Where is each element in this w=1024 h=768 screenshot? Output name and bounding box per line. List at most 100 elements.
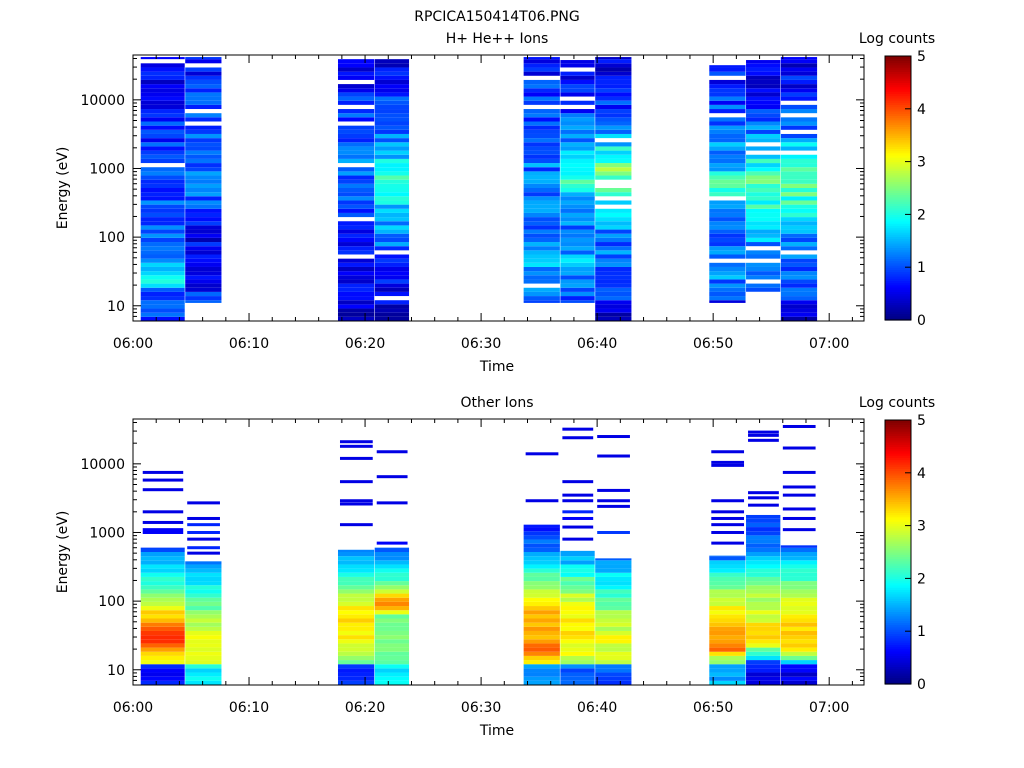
spectrogram-sparse-count: [142, 478, 184, 482]
spectrogram-cell: [140, 283, 185, 288]
colorbar-swatch: [885, 653, 911, 656]
spectrogram-sparse-count: [562, 516, 594, 520]
spectrogram-cell: [780, 639, 818, 644]
spectrogram-cell: [746, 589, 781, 594]
spectrogram-cell: [595, 200, 632, 205]
spectrogram-cell: [560, 672, 595, 677]
spectrogram-cell: [523, 79, 560, 85]
spectrogram-cell: [780, 171, 818, 176]
spectrogram-cell: [337, 192, 375, 197]
colorbar-swatch: [885, 298, 911, 301]
spectrogram-cell: [746, 204, 781, 209]
spectrogram-cell: [337, 96, 375, 101]
spectrogram-cell: [780, 312, 818, 317]
spectrogram-cell: [185, 200, 222, 205]
spectrogram-sparse-count: [562, 427, 594, 431]
spectrogram-cell: [780, 158, 818, 164]
spectrogram-cell: [374, 568, 410, 573]
spectrogram-cell: [595, 581, 632, 586]
spectrogram-cell: [523, 242, 560, 247]
spectrogram-cell: [337, 71, 375, 76]
colorbar-swatch: [885, 69, 911, 72]
spectrogram-cell: [140, 96, 185, 101]
spectrogram-cell: [185, 183, 222, 188]
spectrogram-cell: [595, 258, 632, 263]
spectrogram-cell: [523, 188, 560, 193]
spectrogram-cell: [595, 593, 632, 598]
plot-frame: [132, 418, 865, 686]
x-tick-label: 06:00: [113, 336, 153, 352]
spectrogram-cell: [523, 163, 560, 168]
spectrogram-cell: [780, 121, 818, 126]
spectrogram-cell: [185, 146, 222, 151]
spectrogram-cell: [337, 212, 375, 218]
colorbar-swatch: [885, 569, 911, 573]
spectrogram-cell: [560, 597, 595, 602]
spectrogram-cell: [709, 589, 746, 594]
spectrogram-cell: [746, 196, 781, 201]
spectrogram-cell: [595, 67, 632, 72]
spectrogram-cell: [709, 100, 746, 105]
spectrogram-cell: [140, 129, 185, 134]
spectrogram-cell: [560, 204, 595, 209]
colorbar-swatch: [885, 170, 911, 174]
spectrogram-cell: [595, 576, 632, 582]
spectrogram-cell: [746, 67, 781, 72]
spectrogram-cell: [140, 647, 185, 652]
spectrogram-sparse-count: [711, 450, 745, 454]
spectrogram-cell: [185, 154, 222, 159]
colorbar-swatch: [885, 574, 911, 577]
spectrogram-cell: [709, 664, 746, 669]
spectrogram-cell: [595, 266, 632, 272]
spectrogram-sparse-count: [187, 537, 220, 541]
colorbar-swatch: [885, 543, 911, 546]
spectrogram-cell: [780, 188, 818, 193]
spectrogram-sparse-count: [711, 530, 745, 534]
spectrogram-cell: [780, 304, 818, 309]
spectrogram-cell: [780, 308, 818, 313]
colorbar-swatch: [885, 256, 911, 259]
spectrogram-cell: [595, 233, 632, 238]
spectrogram-sparse-count: [782, 424, 816, 428]
spectrogram-cell: [709, 643, 746, 648]
spectrogram-cell: [374, 564, 410, 569]
spectrogram-cell: [337, 549, 375, 552]
spectrogram-column: [140, 57, 185, 321]
spectrogram-cell: [185, 643, 222, 648]
spectrogram-cell: [746, 250, 781, 255]
spectrogram-cell: [709, 622, 746, 627]
spectrogram-cell: [140, 188, 185, 193]
y-tick-label: 10000: [80, 93, 125, 109]
spectrogram-cell: [746, 606, 781, 611]
spectrogram-cell: [337, 100, 375, 105]
spectrogram-cell: [337, 651, 375, 656]
spectrogram-cell: [337, 59, 375, 64]
spectrogram-cell: [337, 146, 375, 151]
spectrogram-sparse-count: [142, 530, 184, 534]
colorbar-swatch: [885, 670, 911, 674]
spectrogram-cell: [746, 531, 781, 536]
spectrogram-column: [374, 59, 410, 321]
spectrogram-cell: [709, 175, 746, 180]
spectrogram-cell: [780, 610, 818, 615]
spectrogram-cell: [709, 556, 746, 561]
spectrogram-cell: [780, 63, 818, 68]
spectrogram-cell: [595, 142, 632, 147]
spectrogram-cell: [746, 597, 781, 602]
spectrogram-cell: [185, 79, 222, 85]
spectrogram-cell: [560, 585, 595, 590]
spectrogram-cell: [374, 271, 410, 276]
colorbar-swatch: [885, 75, 911, 79]
spectrogram-cell: [595, 121, 632, 126]
spectrogram-cell: [523, 229, 560, 234]
spectrogram-cell: [374, 71, 410, 76]
spectrogram-cell: [709, 279, 746, 284]
spectrogram-cell: [560, 651, 595, 656]
spectrogram-cell: [523, 664, 560, 669]
spectrogram-cell: [337, 142, 375, 147]
spectrogram-cell: [595, 626, 632, 631]
spectrogram-cell: [709, 262, 746, 267]
spectrogram-cell: [709, 300, 746, 303]
spectrogram-cell: [337, 560, 375, 565]
colorbar-swatch: [885, 525, 911, 529]
